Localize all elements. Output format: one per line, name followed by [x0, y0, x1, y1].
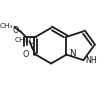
Text: CH₃: CH₃: [0, 23, 13, 29]
Text: CH₃: CH₃: [15, 37, 29, 43]
Text: NH: NH: [85, 56, 97, 65]
Text: N: N: [69, 49, 75, 58]
Text: O: O: [13, 26, 19, 35]
Text: O: O: [29, 37, 35, 46]
Text: O: O: [23, 50, 29, 59]
